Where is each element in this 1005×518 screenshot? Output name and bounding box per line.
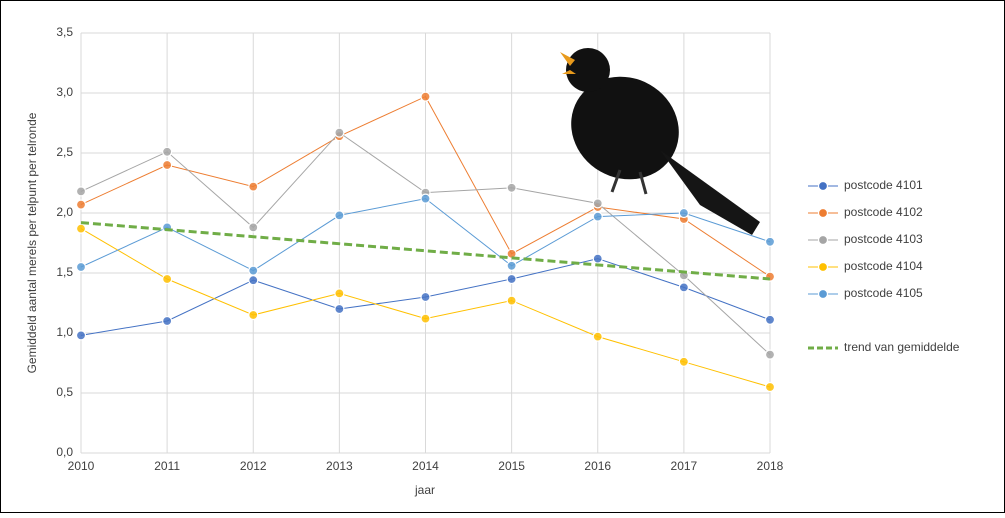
data-point (420, 91, 431, 102)
y-tick-label: 2,5 (56, 145, 73, 159)
y-tick-label: 3,5 (56, 25, 73, 39)
legend-marker (817, 261, 829, 273)
y-tick-label: 0,0 (56, 445, 73, 459)
y-axis-label: Gemiddeld aantal merels per telpunt per … (25, 112, 39, 373)
data-point (764, 236, 776, 247)
data-point (420, 313, 431, 324)
x-tick-label: 2014 (412, 459, 439, 473)
data-point (506, 182, 517, 193)
x-tick-label: 2016 (584, 459, 611, 473)
data-point (678, 207, 689, 219)
trend-line (80, 221, 771, 281)
x-tick-label: 2013 (326, 459, 353, 473)
data-point (506, 295, 517, 306)
x-tick-label: 2015 (498, 459, 525, 473)
data-point (75, 330, 87, 341)
x-tick-label: 2018 (757, 459, 784, 473)
data-point (592, 331, 603, 342)
data-point (162, 146, 173, 157)
y-tick-label: 3,0 (56, 85, 73, 99)
plot: postcode 4101 postcode 4102 postcode 4103 p… (75, 91, 960, 393)
legend-marker (817, 180, 829, 192)
data-point (75, 186, 87, 197)
x-tick-label: 2017 (671, 459, 698, 473)
data-point (678, 356, 689, 367)
data-point (334, 210, 345, 221)
legend-label: postcode 4103 (844, 232, 923, 246)
data-point (764, 314, 776, 325)
data-point (248, 222, 259, 233)
legend-label: postcode 4105 (844, 286, 923, 300)
x-axis-label: jaar (414, 483, 435, 497)
legend-marker (817, 288, 829, 300)
data-point (334, 303, 345, 315)
data-point (334, 288, 345, 299)
blackbird-image (560, 48, 760, 235)
data-point (420, 291, 431, 303)
data-point (248, 275, 259, 286)
data-point (162, 315, 173, 327)
data-point (592, 253, 603, 264)
data-point (506, 260, 517, 271)
data-point (75, 261, 87, 273)
y-tick-label: 2,0 (56, 205, 73, 219)
legend-marker (817, 207, 829, 219)
legend-marker (817, 234, 829, 246)
data-point (75, 223, 87, 234)
data-point (506, 273, 517, 285)
data-point (592, 211, 603, 222)
data-point (162, 273, 173, 285)
data-point (592, 198, 603, 209)
y-tick-label: 0,5 (56, 385, 73, 399)
data-point (678, 282, 689, 293)
data-point (764, 381, 776, 393)
legend-label: postcode 4104 (844, 259, 923, 273)
data-point (248, 309, 259, 321)
x-tick-label: 2010 (68, 459, 95, 473)
legend-label: postcode 4102 (844, 205, 923, 219)
y-tick-label: 1,5 (56, 265, 73, 279)
data-point (248, 181, 259, 192)
y-tick-label: 1,0 (56, 325, 73, 339)
data-point (334, 127, 345, 138)
data-point (75, 199, 87, 210)
data-point (248, 265, 259, 276)
x-tick-label: 2012 (240, 459, 267, 473)
legend-label: postcode 4101 (844, 178, 923, 192)
data-point (764, 349, 776, 360)
legend-label: trend van gemiddelde (844, 340, 960, 354)
x-tick-label: 2011 (154, 459, 180, 473)
data-point (420, 193, 431, 204)
data-point (162, 159, 173, 171)
